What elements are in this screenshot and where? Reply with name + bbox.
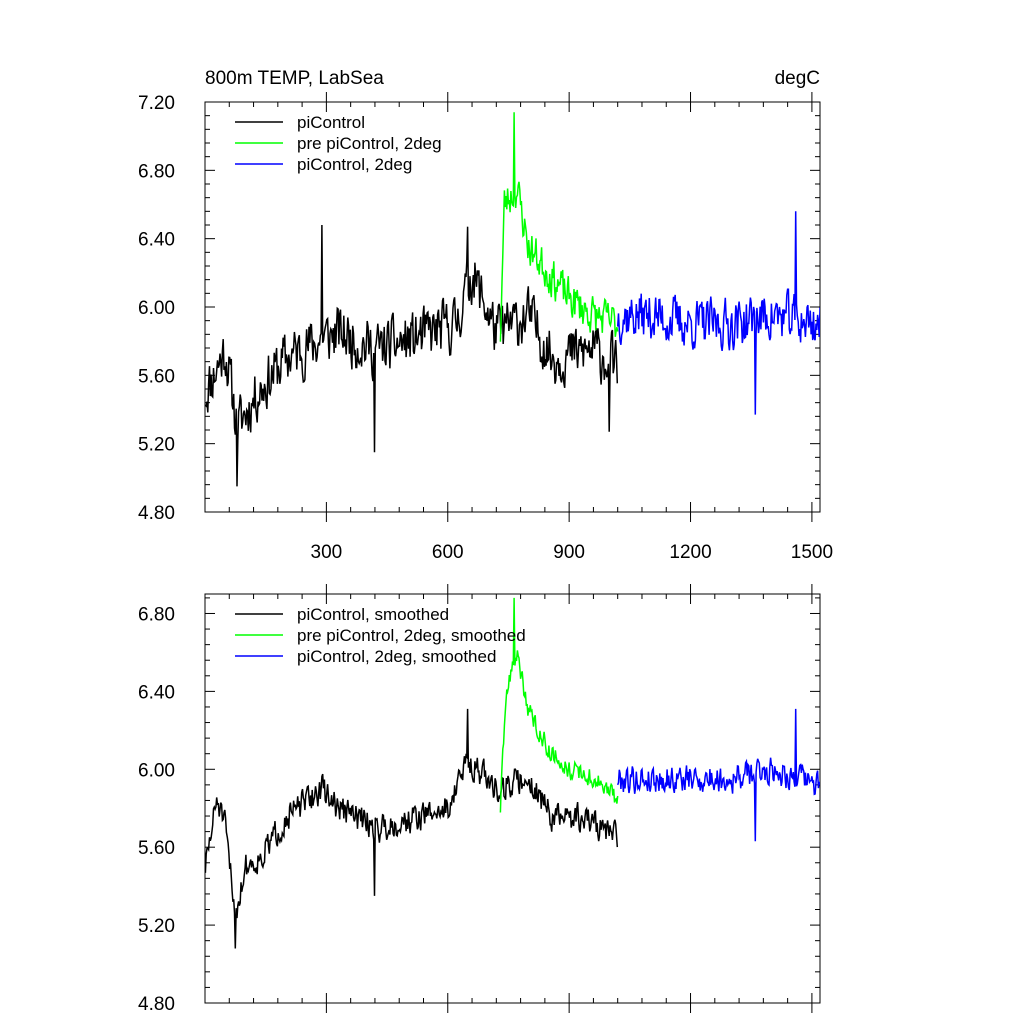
series-line-2	[616, 211, 820, 415]
y-tick-label: 5.60	[138, 366, 175, 387]
y-tick-label: 6.40	[138, 230, 175, 251]
y-tick-label: 5.20	[138, 916, 175, 937]
x-tick-label: 600	[432, 542, 464, 563]
series-line-0	[205, 708, 619, 949]
series-line-1	[499, 112, 619, 342]
legend-label: pre piControl, 2deg, smoothed	[297, 626, 526, 645]
y-tick-label: 6.00	[138, 298, 175, 319]
y-tick-label: 6.00	[138, 760, 175, 781]
legend-label: pre piControl, 2deg	[297, 134, 442, 153]
panel-bottom: 4.80 5.20 5.60 6.00 6.40 6.80 piControl, smoot…	[138, 584, 821, 1015]
chart-title: 800m TEMP, LabSea	[205, 68, 384, 89]
y-tick-label: 6.40	[138, 682, 175, 703]
panel-top: 4.80 5.20 5.60 6.00 6.40 6.80 7.20 300 600 900 120…	[138, 68, 833, 563]
y-tick-label: 7.20	[138, 93, 175, 114]
y-tick-label: 5.60	[138, 838, 175, 859]
series-line-0	[205, 224, 619, 487]
x-tick-label: 1500	[791, 542, 833, 563]
y-tick-label: 5.20	[138, 435, 175, 456]
units-label: degC	[775, 68, 820, 89]
x-tick-label: 300	[311, 542, 343, 563]
legend-label: piControl, smoothed	[297, 605, 449, 624]
x-tick-label: 1200	[669, 542, 711, 563]
x-tick-label: 900	[553, 542, 585, 563]
y-tick-label: 4.80	[138, 503, 175, 524]
legend-label: piControl, 2deg, smoothed	[297, 647, 496, 666]
series-line-2	[616, 708, 820, 842]
y-tick-label: 6.80	[138, 604, 175, 625]
y-tick-label: 4.80	[138, 994, 175, 1015]
series-line-1	[499, 597, 619, 813]
plot-frame	[204, 593, 821, 1004]
legend-label: piControl, 2deg	[297, 155, 412, 174]
y-tick-label: 6.80	[138, 161, 175, 182]
legend-label: piControl	[297, 113, 365, 132]
